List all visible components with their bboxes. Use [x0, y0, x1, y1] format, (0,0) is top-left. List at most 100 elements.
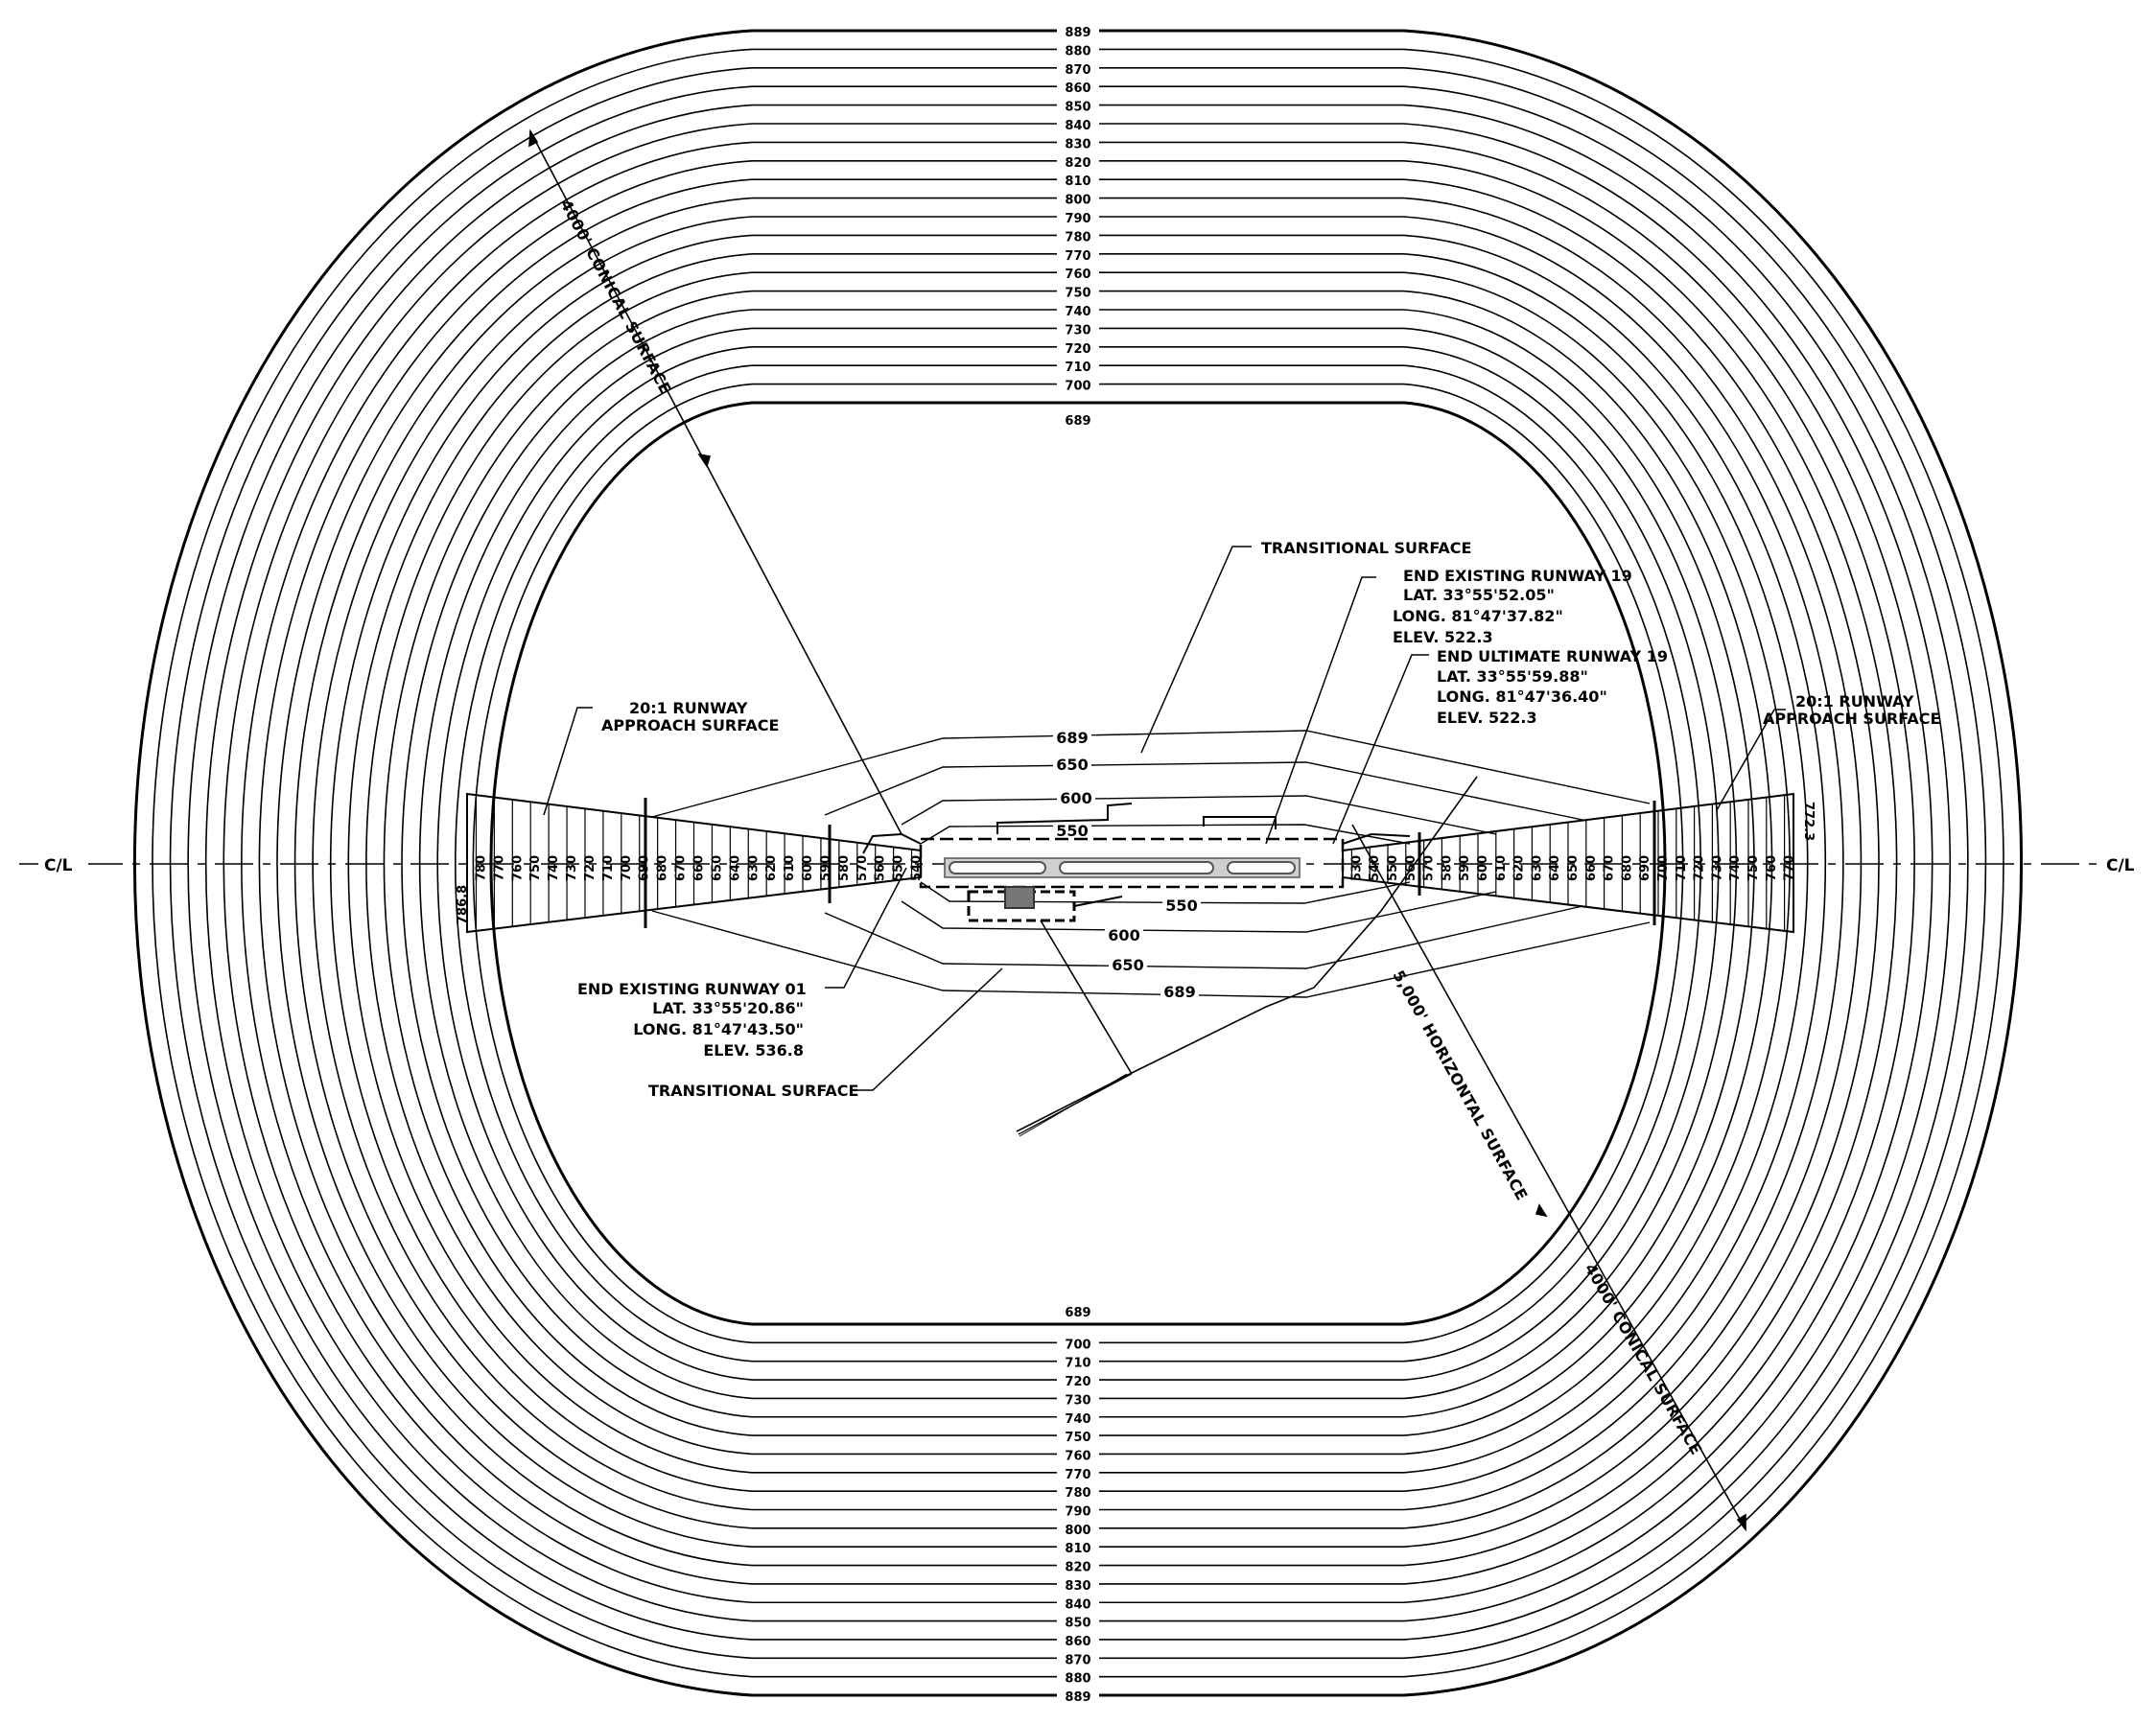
approach-contour-label: 600 [1476, 855, 1490, 881]
conical-ring-label: 700 [1065, 1338, 1090, 1352]
conical-ring-label: 730 [1065, 1393, 1090, 1408]
transitional-contour-label: 550 [1165, 897, 1197, 915]
conical-ring-label: 889 [1065, 26, 1090, 40]
leader-lines [543, 546, 1786, 1091]
conical-ring-label: 800 [1065, 194, 1090, 208]
approach-contour-label: 640 [728, 855, 742, 881]
approach-contour-label: 710 [1675, 855, 1689, 881]
conical-ring [365, 271, 1791, 1456]
conical-contour-rings [132, 29, 2024, 1697]
transitional-contour-label: 550 [1056, 822, 1088, 840]
conical-ring-label: 740 [1065, 305, 1090, 319]
conical-ring-label: 850 [1065, 1617, 1090, 1631]
approach-left-label-2: APPROACH SURFACE [601, 716, 779, 734]
approach-contour-label: 740 [547, 855, 561, 881]
conical-ring [472, 383, 1684, 1344]
conical-ring-label: 750 [1065, 287, 1090, 301]
approach-contour-label: 660 [1584, 855, 1599, 881]
conical-ring-label: 689 [1065, 414, 1090, 429]
centerline-label-right: C/L [2106, 856, 2135, 875]
rw19-existing-elev: ELEV. 522.3 [1393, 628, 1493, 646]
conical-ring-label: 880 [1065, 44, 1090, 58]
approach-contour-label: 730 [565, 855, 579, 881]
rw01-existing-elev: ELEV. 536.8 [703, 1041, 804, 1060]
approach-right-end-elev: 772.3 [1801, 802, 1816, 841]
transitional-label-north: TRANSITIONAL SURFACE [1261, 539, 1471, 557]
approach-contour-label: 650 [1566, 855, 1581, 881]
approach-contour-label: 730 [1710, 855, 1724, 881]
conical-ring [204, 104, 1952, 1622]
approach-left-end-elev: 786.8 [456, 885, 470, 924]
approach-contour-label: 780 [474, 855, 488, 881]
approach-contour-label: 690 [1638, 855, 1652, 881]
approach-contour-label: 570 [1422, 855, 1437, 881]
rw01-existing-long: LONG. 81°47'43.50" [633, 1020, 804, 1038]
conical-ring-label: 770 [1065, 249, 1090, 264]
conical-ring-label: 780 [1065, 1486, 1090, 1501]
transitional-contour-label: 650 [1056, 756, 1088, 774]
conical-ring-label: 720 [1065, 342, 1090, 357]
conical-ring-label: 810 [1065, 175, 1090, 189]
approach-contour-label: 630 [1530, 855, 1544, 881]
approach-contour-label: 750 [528, 855, 543, 881]
conical-ring [241, 141, 1915, 1585]
conical-ring [152, 48, 2004, 1678]
conical-ring [187, 85, 1969, 1641]
approach-contour-label: 680 [1620, 855, 1634, 881]
approach-contour-label: 610 [783, 855, 797, 881]
approach-contour-label: 580 [1440, 855, 1454, 881]
conical-ring-label: 700 [1065, 380, 1090, 394]
conical-ring-label: 689 [1065, 1306, 1090, 1320]
conical-ring [132, 29, 2024, 1697]
approach-right-label-1: 20:1 RUNWAY [1795, 692, 1914, 711]
approach-contour-label: 650 [710, 855, 724, 881]
conical-ring-label: 710 [1065, 361, 1090, 375]
approach-contour-label: 590 [1458, 855, 1472, 881]
approach-contour-label: 760 [510, 855, 525, 881]
approach-left-label-1: 20:1 RUNWAY [629, 699, 748, 717]
conical-ring [436, 346, 1720, 1381]
approach-contour-label: 680 [656, 855, 670, 881]
approach-contour-label: 550 [1386, 855, 1400, 881]
rw19-existing-title: END EXISTING RUNWAY 19 [1403, 567, 1632, 585]
rw01-existing-title: END EXISTING RUNWAY 01 [577, 980, 807, 998]
conical-ring-label: 820 [1065, 156, 1090, 171]
approach-contour-label: 770 [492, 855, 506, 881]
conical-ring [169, 67, 1987, 1660]
approach-left-ticks: 780 770 760 750 740 730 720 710 700 690 680 670 660 6… [474, 795, 925, 931]
conical-ring-label: 780 [1065, 230, 1090, 245]
conical-ring [276, 178, 1880, 1548]
transitional-label-south: TRANSITIONAL SURFACE [648, 1082, 858, 1100]
horizontal-surface-lead [1019, 1073, 1128, 1137]
approach-contour-label: 660 [692, 855, 707, 881]
horizontal-dimension: 5,000' HORIZONTAL SURFACE [1390, 967, 1532, 1203]
conical-ring-label: 740 [1065, 1412, 1090, 1427]
conical-ring [329, 234, 1827, 1492]
conical-ring [312, 216, 1844, 1511]
rw19-ultimate-long: LONG. 81°47'36.40" [1437, 687, 1607, 706]
rw19-existing-lat: LAT. 33°55'52.05" [1403, 586, 1555, 604]
rw19-existing-long: LONG. 81°47'37.82" [1393, 607, 1563, 625]
conical-ring-label: 860 [1065, 82, 1090, 96]
conical-ring-label: 810 [1065, 1542, 1090, 1556]
approach-contour-label: 620 [1512, 855, 1527, 881]
transitional-contour-label: 600 [1060, 789, 1091, 807]
approach-contour-label: 590 [819, 855, 833, 881]
rw19-ultimate-title: END ULTIMATE RUNWAY 19 [1437, 647, 1668, 665]
conical-ring-label: 889 [1065, 1690, 1090, 1705]
conical-ring-label: 770 [1065, 1468, 1090, 1482]
approach-contour-label: 710 [601, 855, 616, 881]
conical-ring-label: 880 [1065, 1672, 1090, 1687]
approach-contour-label: 630 [746, 855, 761, 881]
approach-contour-label: 600 [801, 855, 815, 881]
conical-ring-label: 790 [1065, 212, 1090, 226]
conical-contour-labels: 889 889 880 880 870 870 860 860 850 850 840 840 830 8… [1057, 23, 1099, 1705]
transitional-contour-label: 689 [1056, 729, 1088, 747]
runway-facilities [862, 803, 1411, 922]
approach-contour-label: 620 [764, 855, 779, 881]
conical-ring-label: 760 [1065, 1449, 1090, 1463]
conical-ring-label: 850 [1065, 101, 1090, 115]
conical-ring-label: 730 [1065, 323, 1090, 338]
conical-ring [455, 364, 1701, 1363]
